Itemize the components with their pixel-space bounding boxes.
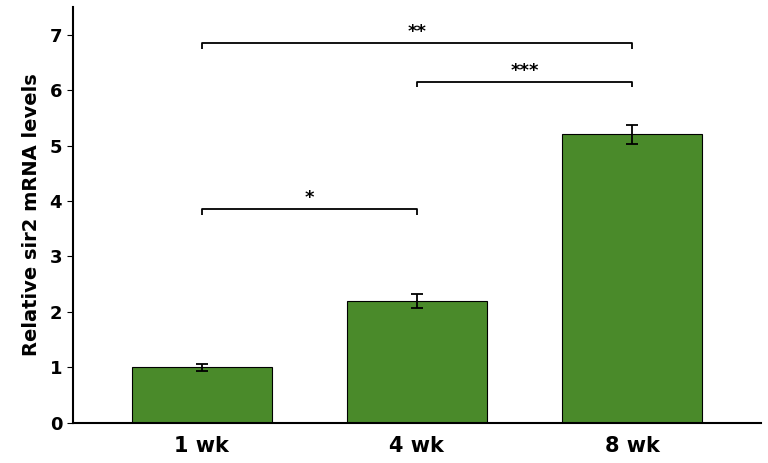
Bar	[347, 301, 487, 423]
Y-axis label: Relative sir2 mRNA levels: Relative sir2 mRNA levels	[22, 74, 41, 356]
Bar	[132, 368, 272, 423]
Bar	[562, 134, 702, 423]
Text: *: *	[304, 189, 314, 207]
Text: ***: ***	[510, 62, 538, 80]
Text: **: **	[407, 23, 426, 41]
